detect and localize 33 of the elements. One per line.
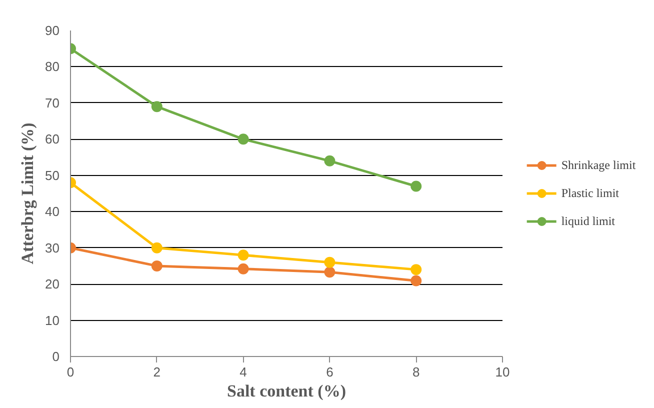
point: [238, 263, 249, 274]
x-axis-title: Salt content (%): [227, 382, 346, 400]
y-tick-label: 50: [45, 168, 60, 183]
x-tick-label: 4: [240, 364, 247, 380]
point: [410, 275, 422, 286]
point: [410, 264, 422, 276]
x-tick-label: 6: [326, 364, 334, 380]
point: [151, 260, 162, 272]
x-tick-label: 8: [412, 364, 420, 380]
y-axis-title: Atterbrg Limit (%): [18, 122, 38, 264]
x-tick-label: 10: [495, 364, 510, 380]
point: [410, 180, 422, 192]
point: [151, 101, 162, 112]
y-tick-label: 60: [45, 132, 60, 147]
y-tick-label: 90: [45, 23, 60, 38]
legend-label: Plastic limit: [561, 186, 620, 200]
point: [324, 266, 336, 278]
y-tick-label: 30: [45, 240, 60, 256]
y-tick-label: 20: [45, 276, 60, 292]
point: [324, 155, 336, 166]
y-tick-label: 10: [45, 312, 60, 328]
y-tick-label: 40: [45, 204, 60, 220]
y-tick-label: 70: [45, 95, 60, 110]
point: [238, 134, 249, 145]
y-tick-label: 80: [45, 59, 60, 74]
legend-label: liquid limit: [561, 214, 616, 228]
point: [151, 242, 162, 254]
point: [238, 250, 249, 261]
y-tick-label: 0: [52, 349, 60, 364]
x-tick-label: 2: [153, 364, 161, 380]
point: [324, 256, 336, 268]
x-tick-label: 0: [66, 364, 74, 380]
legend-label: Shrinkage limit: [561, 158, 636, 172]
